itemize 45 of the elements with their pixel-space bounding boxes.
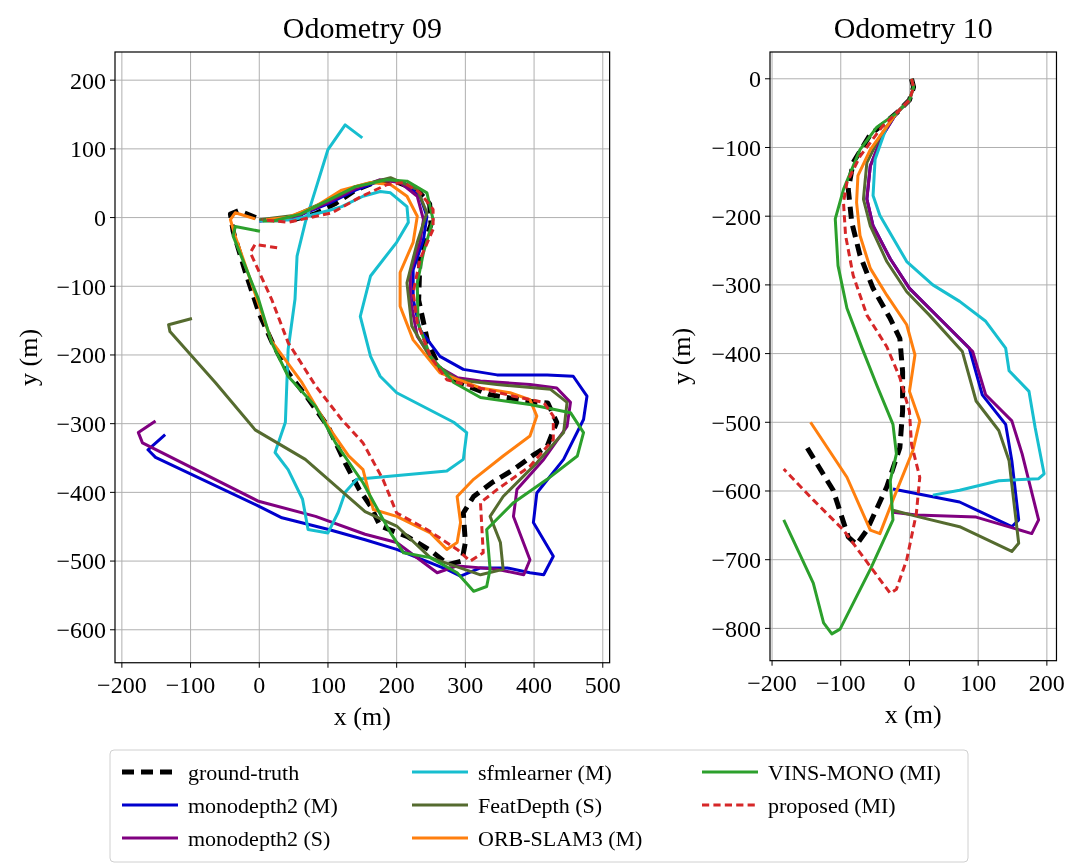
y-tick-label: −100	[711, 134, 761, 161]
y-tick-label: −300	[711, 272, 761, 299]
y-tick-label: −700	[711, 547, 761, 574]
y-tick-label: 200	[70, 67, 106, 94]
x-tick-label: −100	[815, 669, 866, 696]
y-tick-label: −200	[711, 203, 761, 230]
x-tick-label: 0	[903, 669, 916, 696]
chart-title: Odometry 09	[282, 11, 442, 44]
x-tick-label: −200	[747, 669, 797, 696]
y-tick-label: 0	[749, 66, 761, 93]
y-axis-title: y (m)	[667, 327, 696, 385]
chart-title: Odometry 10	[833, 11, 993, 44]
legend-label: VINS-MONO (MI)	[768, 759, 941, 785]
y-tick-label: −400	[711, 340, 761, 367]
x-tick-label: 300	[447, 671, 484, 698]
legend-label: ORB-SLAM3 (M)	[478, 825, 643, 851]
y-tick-label: 0	[94, 204, 106, 231]
y-tick-label: −400	[56, 479, 106, 506]
y-tick-label: −600	[711, 478, 761, 505]
legend-label: sfmlearner (M)	[478, 759, 612, 785]
x-axis-title: x (m)	[333, 701, 391, 731]
y-tick-label: −100	[56, 273, 106, 300]
x-tick-label: 100	[960, 669, 997, 696]
legend-label: ground-truth	[188, 759, 300, 785]
y-tick-label: −500	[56, 548, 106, 575]
y-tick-label: −300	[56, 411, 106, 438]
legend-label: monodepth2 (S)	[188, 825, 331, 851]
y-tick-label: −200	[56, 342, 106, 369]
legend-label: FeatDepth (S)	[478, 792, 603, 818]
y-tick-label: −800	[711, 615, 761, 642]
x-tick-label: 200	[1028, 669, 1065, 696]
legend-label: proposed (MI)	[768, 792, 896, 818]
legend-label: monodepth2 (M)	[188, 792, 338, 818]
x-tick-label: 400	[516, 671, 553, 698]
x-tick-label: 200	[378, 671, 415, 698]
x-tick-label: −200	[97, 671, 147, 698]
x-tick-label: 0	[253, 671, 266, 698]
x-tick-label: 100	[309, 671, 346, 698]
y-tick-label: −600	[56, 617, 106, 644]
x-axis-title: x (m)	[884, 699, 942, 729]
y-tick-label: 100	[70, 136, 106, 163]
x-tick-label: −100	[165, 671, 216, 698]
y-tick-label: −500	[711, 409, 761, 436]
x-tick-label: 500	[584, 671, 621, 698]
y-axis-title: y (m)	[14, 328, 43, 386]
